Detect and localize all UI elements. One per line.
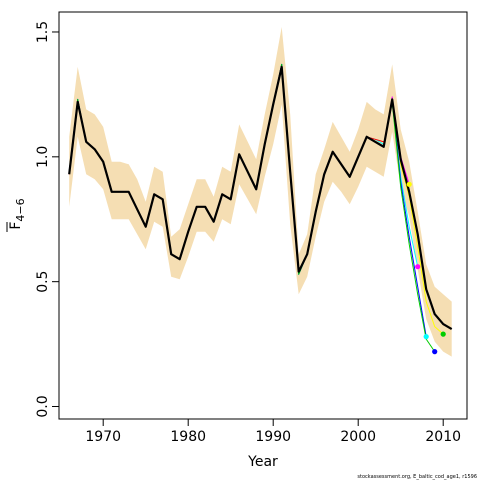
x-tick-label: 2010: [425, 429, 461, 445]
confidence-band: [69, 27, 452, 357]
x-axis-title: Year: [247, 454, 278, 470]
retro-end-point: [415, 264, 421, 270]
series-lines: [68, 63, 453, 352]
y-tick-label: 0.5: [35, 271, 51, 293]
y-tick-label: 0.0: [35, 395, 51, 417]
confidence-band-area: [69, 27, 452, 357]
y-axis: 0.0 0.5 1.0 1.5: [35, 21, 59, 418]
main-series-line: [68, 65, 453, 331]
retro-end-point: [440, 331, 446, 337]
y-tick-label: 1.5: [35, 21, 51, 43]
x-tick-label: 1970: [85, 429, 121, 445]
y-axis-title-base: F: [8, 222, 24, 230]
x-tick-label: 1990: [255, 429, 291, 445]
retro-end-point: [432, 349, 438, 355]
retro-end-point: [406, 181, 412, 187]
end-points: [406, 181, 446, 355]
y-tick-label: 1.0: [35, 146, 51, 168]
x-tick-label: 1980: [170, 429, 206, 445]
footer-note: stockassessment.org, E_baltic_cod_age1, …: [357, 474, 477, 480]
retro-end-point: [423, 334, 429, 340]
x-axis: 1970 1980 1990 2000 2010: [85, 419, 461, 445]
plot-frame: [58, 11, 468, 420]
x-tick-label: 2000: [340, 429, 376, 445]
y-axis-title-subscript: 4−6: [14, 198, 27, 221]
y-axis-title: F4−6: [8, 198, 27, 229]
